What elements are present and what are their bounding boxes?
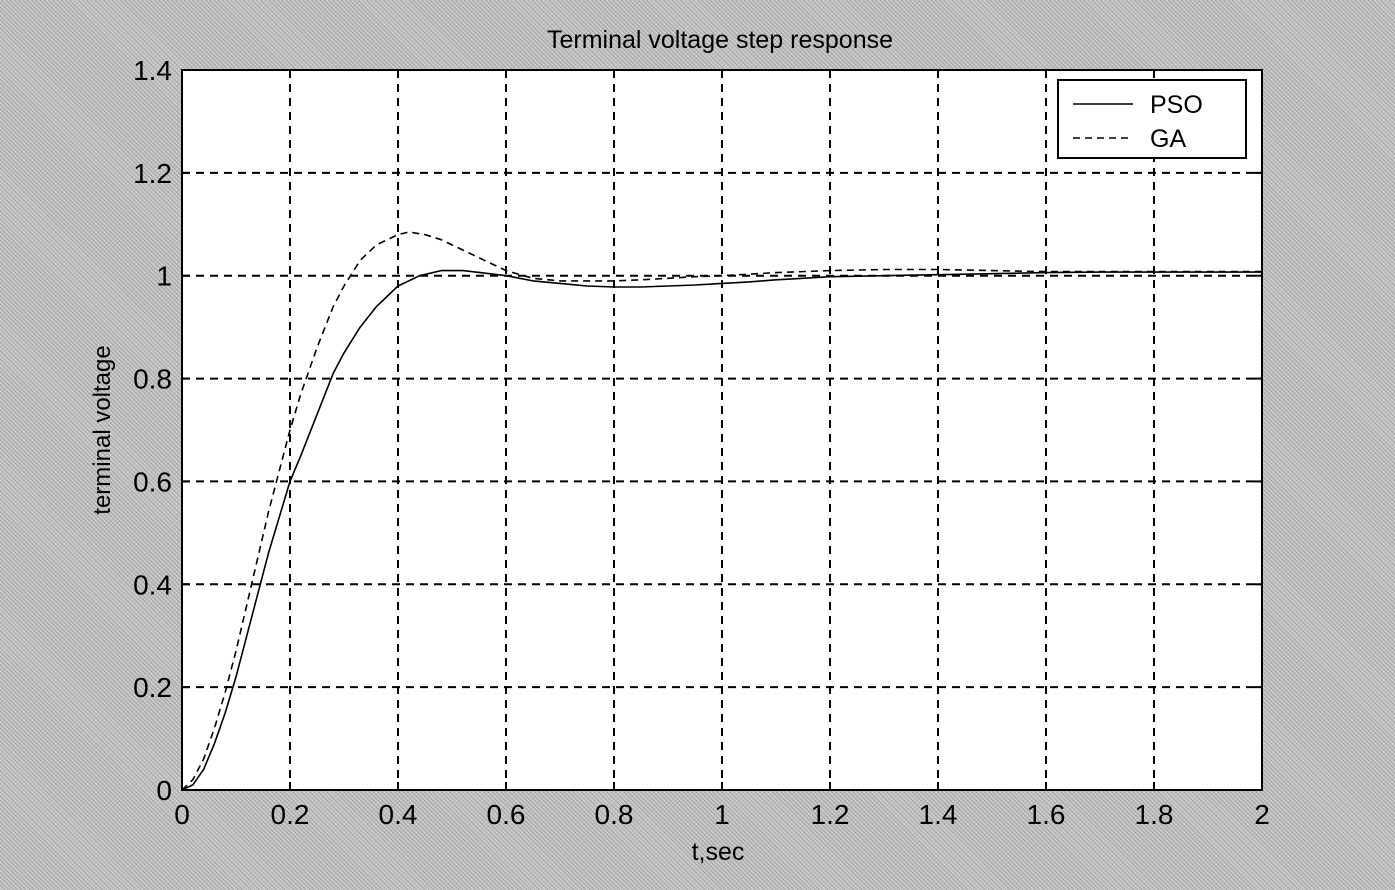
- y-tick-label: 0.2: [133, 672, 172, 703]
- series-line-pso: [181, 269, 1262, 791]
- chart-title: Terminal voltage step response: [547, 26, 893, 54]
- grid-lines: [182, 70, 1262, 790]
- x-tick-label: 0.4: [379, 799, 418, 830]
- y-tick-label: 0.8: [133, 364, 172, 395]
- y-tick-label: 0.6: [133, 466, 172, 497]
- x-tick-label: 0: [174, 799, 190, 830]
- x-tick-label: 0.8: [595, 799, 634, 830]
- series-layer: [181, 231, 1262, 791]
- x-tick-label: 1.6: [1027, 799, 1066, 830]
- plot-area: [182, 70, 1262, 790]
- x-axis-label: t,sec: [692, 838, 745, 866]
- legend-label-pso: PSO: [1150, 91, 1203, 119]
- series-line-ga: [181, 231, 1262, 791]
- legend-box: [1057, 79, 1247, 159]
- legend-label-ga: GA: [1150, 125, 1186, 153]
- y-tick-label: 0.4: [133, 569, 172, 600]
- y-tick-label: 1.4: [133, 55, 172, 86]
- y-tick-label: 0: [156, 775, 172, 806]
- tick-labels: 0 0.2 0.4 0.6 0.8 1 1.2 1.4 1.6 1.8 2 0 0.2 0.4 0.6 0.8…: [133, 55, 1270, 830]
- y-axis-label: terminal voltage: [89, 345, 116, 514]
- x-tick-label: 1.8: [1135, 799, 1174, 830]
- x-tick-label: 1: [714, 799, 730, 830]
- x-tick-label: 0.6: [487, 799, 526, 830]
- legend: PSO GA: [1057, 79, 1247, 159]
- x-tick-label: 0.2: [271, 799, 310, 830]
- y-tick-label: 1: [156, 261, 172, 292]
- x-tick-label: 1.2: [811, 799, 850, 830]
- x-tick-label: 1.4: [919, 799, 958, 830]
- y-tick-label: 1.2: [133, 158, 172, 189]
- x-tick-label: 2: [1254, 799, 1270, 830]
